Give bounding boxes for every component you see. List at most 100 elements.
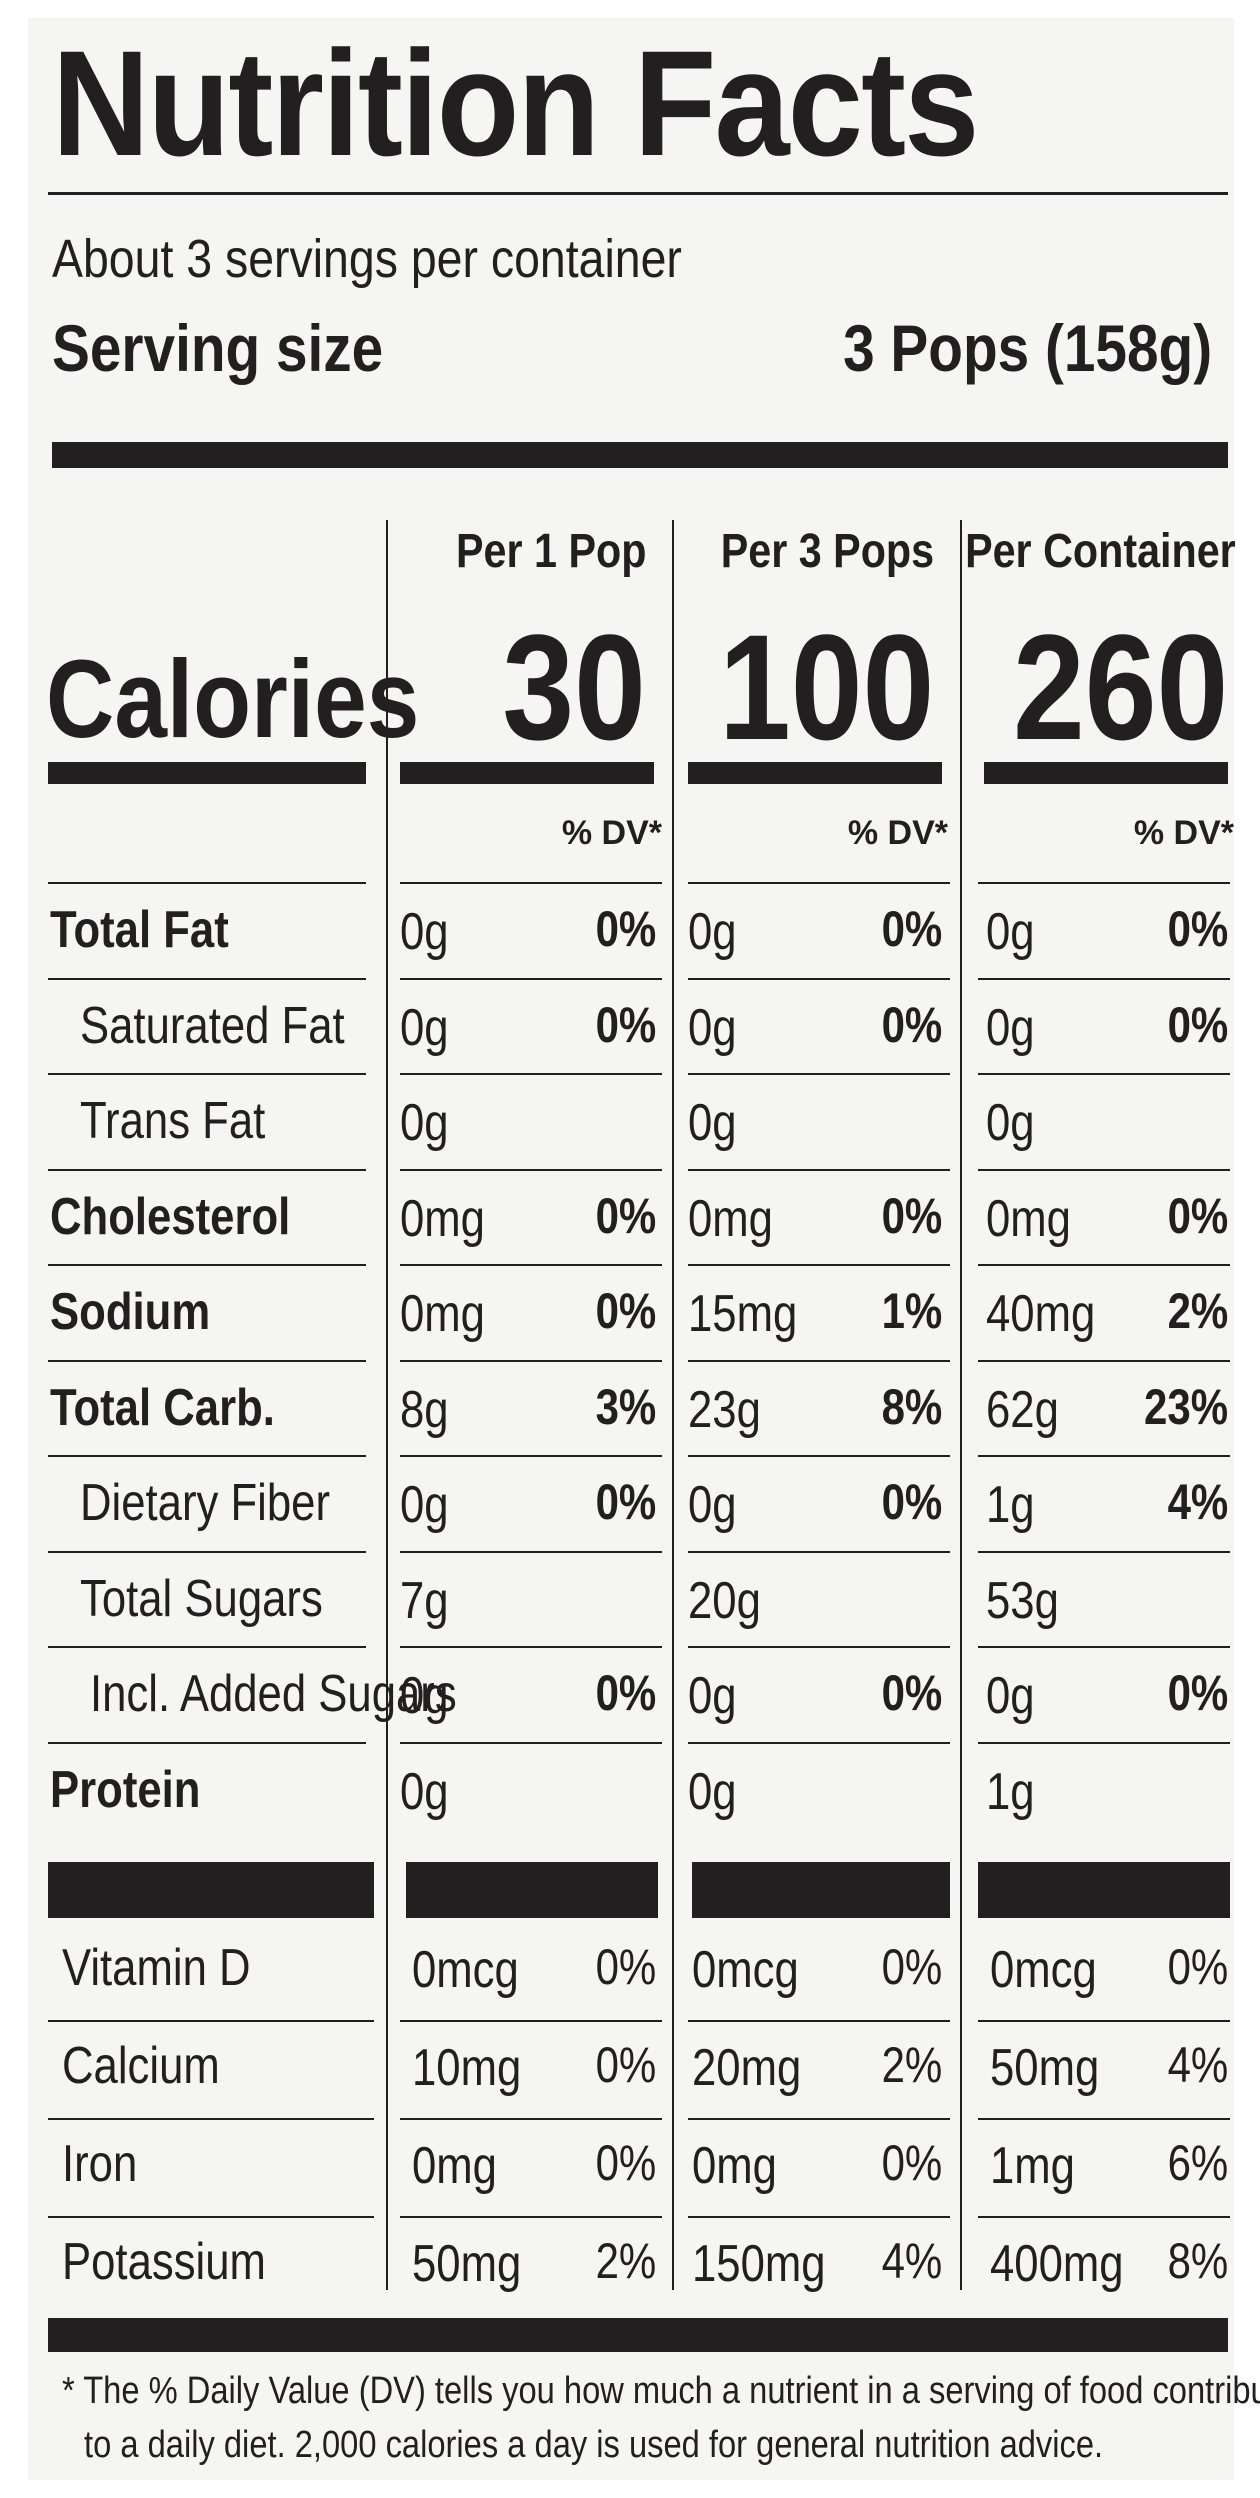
- calories-value-per-3-pops: 100: [718, 603, 934, 771]
- nutrient-amount: 0g: [688, 903, 737, 961]
- nutrient-label: Total Fat: [50, 901, 229, 959]
- vitamin-percent-dv: 0%: [881, 2135, 942, 2191]
- vitamin-amount: 50mg: [412, 2235, 522, 2293]
- nutrient-percent-dv: 0%: [1167, 997, 1228, 1053]
- nutrient-label: Cholesterol: [50, 1188, 291, 1246]
- row-rule-label: [48, 1169, 366, 1171]
- vitamin-amount: 0mcg: [412, 1941, 519, 1999]
- vitamin-label: Iron: [62, 2135, 138, 2193]
- nutrient-percent-dv: 0%: [595, 997, 656, 1053]
- nutrition-label-panel: [28, 18, 1234, 2480]
- vitamin-amount: 20mg: [692, 2039, 802, 2097]
- row-rule-col2: [688, 882, 950, 884]
- vitamin-amount: 400mg: [990, 2235, 1124, 2293]
- column-header-per-1-pop: Per 1 Pop: [455, 525, 646, 578]
- row-rule-col2: [688, 1551, 950, 1553]
- nutrient-percent-dv: 0%: [881, 997, 942, 1053]
- row-rule-col2: [688, 978, 950, 980]
- row-rule-col1: [400, 978, 662, 980]
- nutrient-percent-dv: 0%: [881, 1665, 942, 1721]
- nutrient-amount: 0g: [400, 1667, 449, 1725]
- row-rule-label: [48, 1264, 366, 1266]
- vitamin-rule-col2: [688, 2020, 950, 2022]
- nutrient-amount: 0g: [688, 1763, 737, 1821]
- vitamin-percent-dv: 2%: [595, 2233, 656, 2289]
- serving-size-label: Serving size: [52, 311, 384, 385]
- row-rule-col2: [688, 1169, 950, 1171]
- vitamin-percent-dv: 4%: [881, 2233, 942, 2289]
- nutrient-amount: 62g: [986, 1381, 1059, 1439]
- row-rule-col3: [978, 882, 1230, 884]
- label-title: Nutrition Facts: [52, 19, 979, 187]
- nutrient-amount: 0g: [986, 999, 1035, 1057]
- nutrient-amount: 7g: [400, 1572, 449, 1630]
- nutrient-amount: 0g: [688, 1667, 737, 1725]
- row-rule-label: [48, 1073, 366, 1075]
- nutrient-amount: 8g: [400, 1381, 449, 1439]
- footnote-line-2: to a daily diet. 2,000 calories a day is…: [84, 2424, 1104, 2466]
- row-rule-col1: [400, 1742, 662, 1744]
- row-rule-label: [48, 1646, 366, 1648]
- nutrient-amount: 0g: [400, 903, 449, 961]
- vitamin-percent-dv: 0%: [881, 1939, 942, 1995]
- row-rule-label: [48, 1742, 366, 1744]
- nutrient-percent-dv: 0%: [881, 901, 942, 957]
- vitamins-bar-label: [48, 1862, 374, 1918]
- nutrient-percent-dv: 0%: [595, 901, 656, 957]
- vitamin-amount: 0mg: [692, 2137, 777, 2195]
- vitamin-amount: 50mg: [990, 2039, 1100, 2097]
- nutrient-amount: 0mg: [688, 1190, 773, 1248]
- dv-header-col1: % DV*: [561, 814, 662, 852]
- row-rule-col1: [400, 1551, 662, 1553]
- nutrient-percent-dv: 0%: [881, 1474, 942, 1530]
- row-rule-col3: [978, 1551, 1230, 1553]
- calories-rule-col3: [984, 762, 1228, 784]
- nutrient-label: Saturated Fat: [80, 997, 345, 1055]
- vitamin-rule-col3: [978, 2020, 1230, 2022]
- row-rule-col1: [400, 1360, 662, 1362]
- nutrient-amount: 20g: [688, 1572, 761, 1630]
- row-rule-col1: [400, 1455, 662, 1457]
- row-rule-col2: [688, 1742, 950, 1744]
- row-rule-label: [48, 978, 366, 980]
- vitamin-rule-label: [48, 2118, 374, 2120]
- vitamin-percent-dv: 8%: [1167, 2233, 1228, 2289]
- row-rule-col3: [978, 1455, 1230, 1457]
- nutrient-amount: 15mg: [688, 1285, 798, 1343]
- nutrient-percent-dv: 0%: [595, 1665, 656, 1721]
- vitamin-label: Calcium: [62, 2037, 220, 2095]
- column-divider-3: [960, 520, 962, 2290]
- title-rule: [48, 192, 1228, 195]
- nutrient-percent-dv: 23%: [1143, 1379, 1228, 1435]
- row-rule-col3: [978, 1073, 1230, 1075]
- vitamin-rule-col1: [400, 2020, 662, 2022]
- row-rule-label: [48, 1551, 366, 1553]
- row-rule-col1: [400, 1264, 662, 1266]
- nutrient-amount: 0g: [688, 1476, 737, 1534]
- nutrient-label: Protein: [50, 1761, 201, 1819]
- row-rule-col2: [688, 1646, 950, 1648]
- column-header-per-3-pops: Per 3 Pops: [720, 525, 934, 578]
- vitamin-rule-col2: [688, 2118, 950, 2120]
- serving-size-value: 3 Pops (158g): [842, 311, 1212, 385]
- calories-rule-label: [48, 762, 366, 784]
- vitamin-percent-dv: 0%: [595, 2135, 656, 2191]
- nutrient-amount: 0mg: [986, 1190, 1071, 1248]
- vitamin-rule-col3: [978, 2216, 1230, 2218]
- nutrient-percent-dv: 0%: [595, 1188, 656, 1244]
- nutrient-amount: 0g: [986, 1094, 1035, 1152]
- nutrient-amount: 0g: [400, 1763, 449, 1821]
- row-rule-col3: [978, 1169, 1230, 1171]
- nutrient-percent-dv: 0%: [595, 1283, 656, 1339]
- nutrient-percent-dv: 3%: [595, 1379, 656, 1435]
- vitamins-bar-col2: [692, 1862, 950, 1918]
- row-rule-col1: [400, 1073, 662, 1075]
- vitamin-percent-dv: 0%: [595, 2037, 656, 2093]
- vitamin-percent-dv: 2%: [881, 2037, 942, 2093]
- nutrient-amount: 23g: [688, 1381, 761, 1439]
- vitamin-label: Vitamin D: [62, 1939, 251, 1997]
- nutrient-amount: 0g: [400, 1476, 449, 1534]
- row-rule-col1: [400, 1646, 662, 1648]
- nutrient-label: Trans Fat: [80, 1092, 266, 1150]
- vitamin-label: Potassium: [62, 2233, 266, 2291]
